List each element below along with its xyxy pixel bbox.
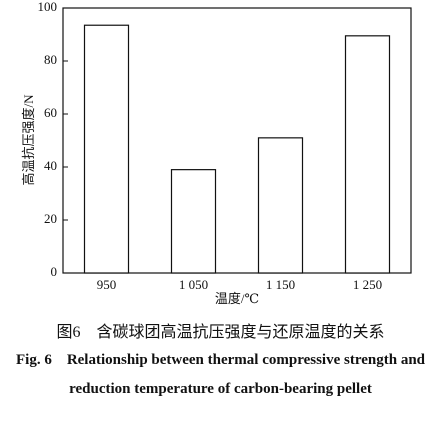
bar — [344, 35, 391, 274]
x-tick-label: 1 250 — [353, 277, 382, 292]
y-tick-label: 20 — [44, 211, 57, 226]
caption-en: Fig. 6 Relationship between thermal comp… — [15, 352, 425, 397]
y-tick-label: 0 — [51, 264, 58, 279]
chart: 温度/℃ 高温抗压强度/N 0 20 40 60 80 100 950 1 050 1 150 1… — [21, 0, 412, 306]
y-tick-label: 40 — [44, 158, 57, 173]
bar — [257, 137, 304, 274]
y-tick-label: 60 — [44, 105, 57, 120]
y-tick-label: 80 — [44, 52, 57, 67]
x-tick-label: 1 050 — [179, 277, 208, 292]
bar — [170, 169, 217, 274]
plot-frame — [62, 7, 412, 274]
caption-cn: 图6 含碳球团高温抗压强度与还原温度的关系 — [56, 324, 385, 341]
bar — [83, 24, 130, 274]
x-axis-label: 温度/℃ — [215, 291, 259, 306]
x-tick-label: 1 150 — [266, 277, 295, 292]
y-tick-label: 100 — [38, 0, 58, 14]
y-axis-label: 高温抗压强度/N — [21, 94, 36, 186]
x-tick-label: 950 — [97, 277, 117, 292]
